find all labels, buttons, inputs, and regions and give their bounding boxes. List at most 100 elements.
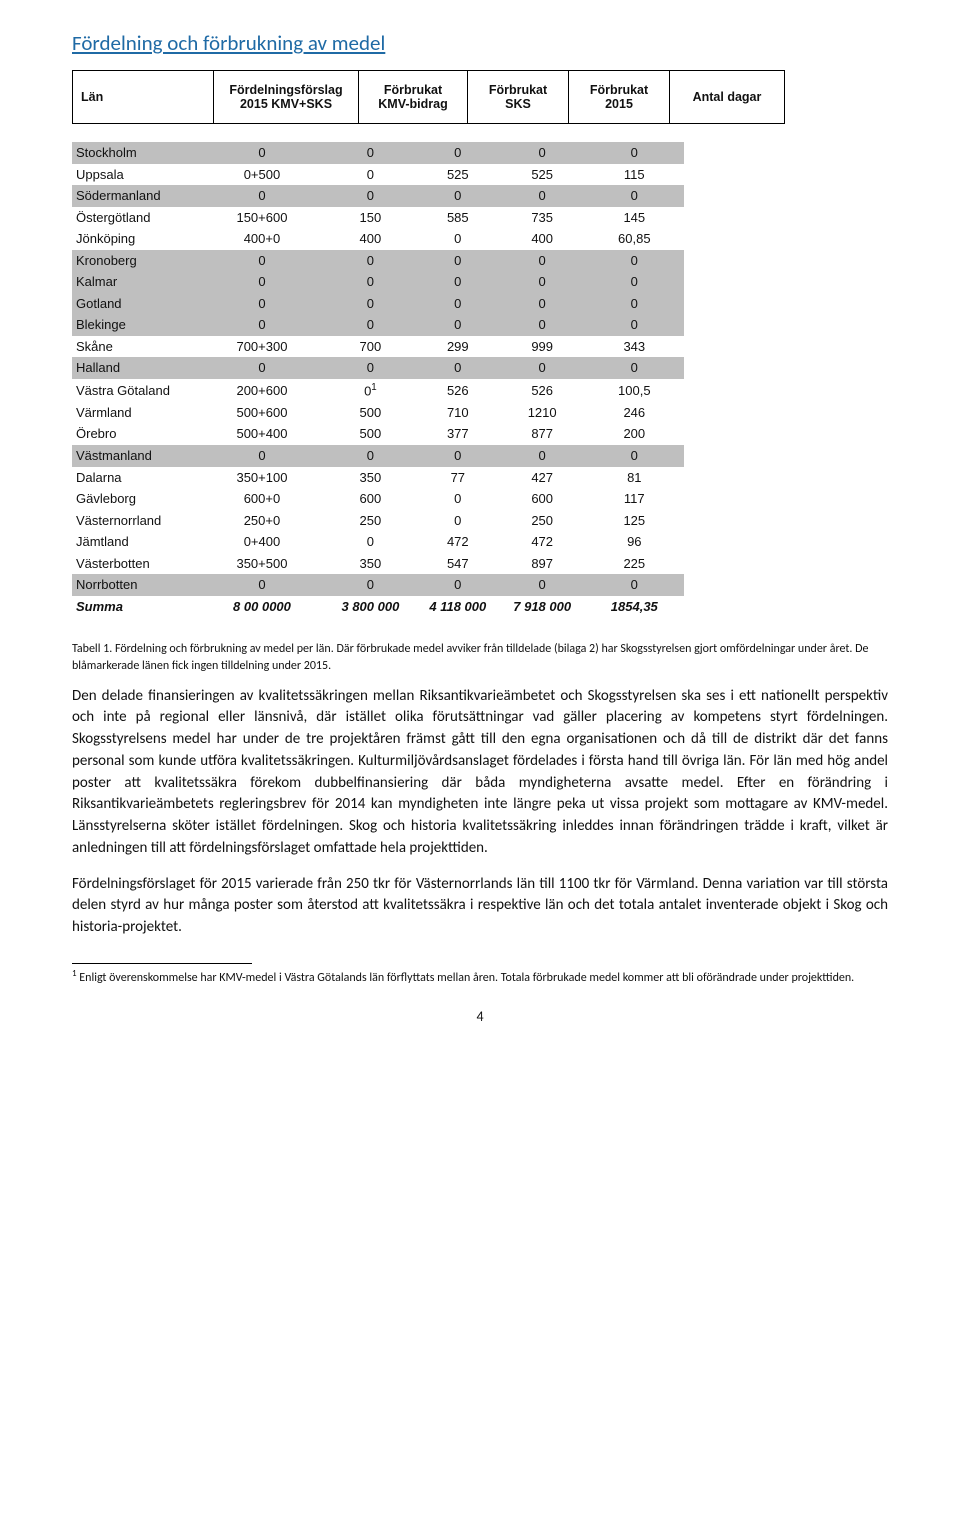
cell-name: Blekinge — [72, 314, 199, 336]
cell-dagar: 125 — [585, 510, 684, 532]
cell-forslag: 350+500 — [199, 553, 325, 575]
cell-name: Halland — [72, 357, 199, 379]
cell-forbrukat: 0 — [500, 314, 585, 336]
cell-name: Norrbotten — [72, 574, 199, 596]
cell-sks: 710 — [416, 402, 500, 424]
cell-forslag: 200+600 — [199, 379, 325, 402]
cell-sks: 377 — [416, 423, 500, 445]
cell-sks: 0 — [416, 510, 500, 532]
col-header-dagar: Antal dagar — [670, 71, 785, 124]
cell-forslag: 0 — [199, 293, 325, 315]
cell-forslag: 600+0 — [199, 488, 325, 510]
col-header-forslag: Fördelningsförslag 2015 KMV+SKS — [214, 71, 359, 124]
table-row: Västmanland00000 — [72, 445, 684, 467]
cell-sup: 1 — [371, 382, 376, 393]
cell-name: Gotland — [72, 293, 199, 315]
cell-name: Västmanland — [72, 445, 199, 467]
cell-sks: 585 — [416, 207, 500, 229]
cell-forslag: 0+400 — [199, 531, 325, 553]
cell-forslag: 400+0 — [199, 228, 325, 250]
cell-forbrukat: 525 — [500, 164, 585, 186]
cell-dagar: 100,5 — [585, 379, 684, 402]
cell-kmv: 700 — [325, 336, 416, 358]
table-row: Dalarna350+1003507742781 — [72, 467, 684, 489]
cell-sks: 526 — [416, 379, 500, 402]
table-row: Västra Götaland200+60001526526100,5 — [72, 379, 684, 402]
cell-dagar: 115 — [585, 164, 684, 186]
cell-dagar: 225 — [585, 553, 684, 575]
cell-forbrukat: 0 — [500, 271, 585, 293]
cell-forbrukat: 0 — [500, 574, 585, 596]
cell-dagar: 246 — [585, 402, 684, 424]
cell-kmv: 0 — [325, 531, 416, 553]
cell-name: Stockholm — [72, 142, 199, 164]
cell-sks: 0 — [416, 574, 500, 596]
cell-kmv: 0 — [325, 250, 416, 272]
sum-cell: 8 00 0000 — [199, 596, 325, 618]
cell-sks: 0 — [416, 445, 500, 467]
cell-forbrukat: 1210 — [500, 402, 585, 424]
cell-dagar: 81 — [585, 467, 684, 489]
cell-forslag: 0 — [199, 314, 325, 336]
sum-cell: 7 918 000 — [500, 596, 585, 618]
cell-forbrukat: 877 — [500, 423, 585, 445]
cell-dagar: 117 — [585, 488, 684, 510]
cell-name: Västerbotten — [72, 553, 199, 575]
cell-kmv: 0 — [325, 574, 416, 596]
table-row: Värmland500+6005007101210246 — [72, 402, 684, 424]
cell-sks: 0 — [416, 293, 500, 315]
cell-name: Örebro — [72, 423, 199, 445]
cell-name: Östergötland — [72, 207, 199, 229]
sum-cell: 3 800 000 — [325, 596, 416, 618]
cell-forslag: 250+0 — [199, 510, 325, 532]
cell-kmv: 350 — [325, 553, 416, 575]
cell-forbrukat: 0 — [500, 142, 585, 164]
cell-forbrukat: 0 — [500, 185, 585, 207]
cell-kmv: 600 — [325, 488, 416, 510]
table-row: Gävleborg600+06000600117 — [72, 488, 684, 510]
cell-sks: 0 — [416, 488, 500, 510]
cell-forbrukat: 0 — [500, 445, 585, 467]
cell-forbrukat: 600 — [500, 488, 585, 510]
cell-kmv: 350 — [325, 467, 416, 489]
cell-dagar: 0 — [585, 250, 684, 272]
cell-dagar: 145 — [585, 207, 684, 229]
cell-name: Skåne — [72, 336, 199, 358]
cell-forslag: 700+300 — [199, 336, 325, 358]
cell-sks: 77 — [416, 467, 500, 489]
cell-sks: 299 — [416, 336, 500, 358]
cell-forbrukat: 0 — [500, 250, 585, 272]
cell-forslag: 0 — [199, 574, 325, 596]
cell-kmv: 150 — [325, 207, 416, 229]
cell-name: Kalmar — [72, 271, 199, 293]
cell-forslag: 500+400 — [199, 423, 325, 445]
cell-dagar: 0 — [585, 185, 684, 207]
cell-forslag: 0 — [199, 445, 325, 467]
cell-dagar: 0 — [585, 357, 684, 379]
footnote-text: Enligt överenskommelse har KMV-medel i V… — [77, 971, 855, 985]
cell-name: Uppsala — [72, 164, 199, 186]
table-row: Östergötland150+600150585735145 — [72, 207, 684, 229]
table-row: Norrbotten00000 — [72, 574, 684, 596]
sum-cell: Summa — [72, 596, 199, 618]
cell-forbrukat: 400 — [500, 228, 585, 250]
cell-name: Gävleborg — [72, 488, 199, 510]
cell-forslag: 0 — [199, 185, 325, 207]
cell-kmv: 0 — [325, 164, 416, 186]
table-row: Örebro500+400500377877200 — [72, 423, 684, 445]
body-paragraph-2: Fördelningsförslaget för 2015 varierade … — [72, 874, 888, 939]
cell-name: Jönköping — [72, 228, 199, 250]
table-row-sum: Summa8 00 00003 800 0004 118 0007 918 00… — [72, 596, 684, 618]
cell-forbrukat: 0 — [500, 293, 585, 315]
cell-forslag: 0+500 — [199, 164, 325, 186]
cell-forbrukat: 250 — [500, 510, 585, 532]
table-row: Västerbotten350+500350547897225 — [72, 553, 684, 575]
cell-dagar: 60,85 — [585, 228, 684, 250]
cell-kmv: 0 — [325, 445, 416, 467]
cell-forbrukat: 472 — [500, 531, 585, 553]
table-row: Uppsala0+5000525525115 — [72, 164, 684, 186]
cell-kmv: 400 — [325, 228, 416, 250]
cell-forslag: 0 — [199, 271, 325, 293]
table-row: Södermanland00000 — [72, 185, 684, 207]
cell-forslag: 150+600 — [199, 207, 325, 229]
